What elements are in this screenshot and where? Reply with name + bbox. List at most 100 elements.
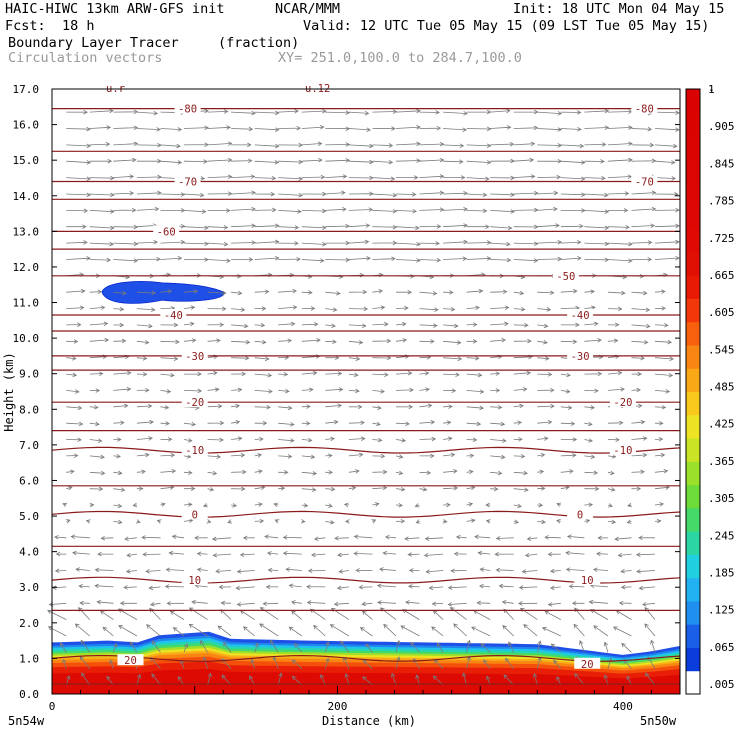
vector-347 — [278, 470, 289, 475]
vector-376 — [348, 452, 364, 458]
vector-326 — [395, 486, 406, 492]
vector-133 — [119, 601, 137, 606]
vector-847 — [419, 157, 445, 163]
contour-label--50-0: -50 — [556, 271, 575, 283]
vector-389 — [654, 452, 666, 458]
vector-436 — [537, 419, 553, 425]
vector-426 — [301, 421, 311, 426]
vector-540 — [537, 356, 550, 361]
vector-629 — [183, 289, 199, 294]
vector-430 — [395, 421, 410, 426]
valid-time: Valid: 12 UTC Tue 05 May 15 (09 LST Tue … — [303, 18, 709, 34]
vector-886 — [113, 125, 139, 131]
vector-714 — [348, 239, 370, 245]
vector-749 — [560, 224, 584, 229]
vector-904 — [537, 127, 563, 132]
vector-746 — [490, 225, 513, 231]
vector-750 — [584, 225, 610, 231]
vector-913 — [136, 111, 159, 116]
vector-181 — [638, 585, 656, 591]
vector-617 — [513, 306, 526, 312]
vector-704 — [113, 241, 139, 247]
vector-840 — [254, 160, 280, 165]
vector-625 — [89, 289, 103, 295]
colorbar-cell-5 — [686, 554, 700, 579]
vector-318 — [207, 487, 215, 492]
vector-442 — [66, 405, 83, 411]
vector-533 — [372, 355, 392, 361]
vector-737 — [278, 225, 300, 230]
vector-300 — [395, 502, 404, 508]
x-axis: 0 200 400 — [49, 686, 681, 713]
vector-273 — [371, 519, 377, 524]
vector-848 — [443, 159, 464, 164]
vector-614 — [443, 306, 456, 312]
colorbar-cell-10 — [686, 438, 700, 462]
colorbar-cell-7 — [686, 507, 700, 532]
vector-622 — [631, 307, 651, 312]
vector-441 — [654, 420, 664, 426]
vector-151 — [547, 602, 561, 607]
vector-684 — [254, 255, 280, 261]
vector-779 — [654, 207, 680, 213]
vector-930 — [537, 111, 563, 116]
vector-678 — [113, 258, 139, 263]
vector-26 — [62, 658, 67, 669]
vector-561 — [419, 339, 435, 344]
vector-34 — [250, 658, 256, 669]
vector-841 — [278, 159, 304, 165]
vector-782 — [113, 191, 135, 196]
vector-588 — [443, 323, 459, 329]
vector-888 — [160, 127, 183, 132]
vector-448 — [207, 403, 223, 409]
vector-287 — [89, 502, 95, 508]
vector-433 — [466, 421, 482, 427]
vector-510 — [443, 372, 460, 378]
y-tick-label-12: 12.0 — [13, 261, 40, 274]
vector-394 — [160, 437, 173, 442]
vector-585 — [372, 321, 389, 327]
vector-284 — [626, 519, 632, 524]
vector-708 — [207, 241, 229, 247]
vector-423 — [231, 420, 241, 425]
vector-677 — [89, 257, 112, 263]
vector-813 — [231, 174, 256, 179]
vector-640 — [443, 290, 454, 295]
vector-901 — [466, 126, 492, 132]
x-tick-label-1: 200 — [328, 700, 348, 713]
vector-694 — [490, 257, 512, 263]
vector-574 — [113, 322, 125, 328]
vector-908 — [631, 126, 653, 132]
vector-476 — [254, 389, 273, 394]
y-axis-title: Height (km) — [2, 352, 16, 431]
vector-231 — [596, 551, 608, 557]
vector-920 — [301, 108, 327, 114]
contour-label-bg — [153, 225, 180, 237]
vector-81 — [118, 625, 138, 637]
vector-489 — [560, 389, 571, 394]
vector-274 — [395, 518, 406, 524]
vector-281 — [556, 519, 561, 524]
contour-label-bg — [609, 444, 636, 456]
colorbar-cell-2 — [686, 624, 700, 648]
vector-409 — [513, 437, 523, 442]
vector-547 — [89, 337, 110, 343]
vector-569 — [607, 338, 619, 344]
y-axis: 0.0 1.0 2.0 3.0 4.0 5.0 6.0 7.0 8.0 9.0 10.0 11.0 12… — [13, 83, 680, 701]
vector-649 — [654, 289, 666, 294]
vector-601 — [136, 307, 156, 312]
colorbar-cell-14 — [686, 344, 700, 369]
vector-157 — [78, 584, 90, 589]
vector-77 — [650, 639, 656, 653]
vector-28 — [109, 659, 114, 669]
vector-293 — [231, 503, 238, 508]
vector-90 — [329, 624, 350, 637]
vector-490 — [584, 388, 599, 394]
vector-734 — [207, 225, 229, 230]
vector-72 — [536, 640, 542, 653]
vector-589 — [466, 322, 478, 327]
vector-286 — [62, 502, 68, 508]
vector-387 — [607, 454, 617, 459]
vector-258 — [614, 536, 632, 542]
vector-25 — [645, 672, 656, 686]
